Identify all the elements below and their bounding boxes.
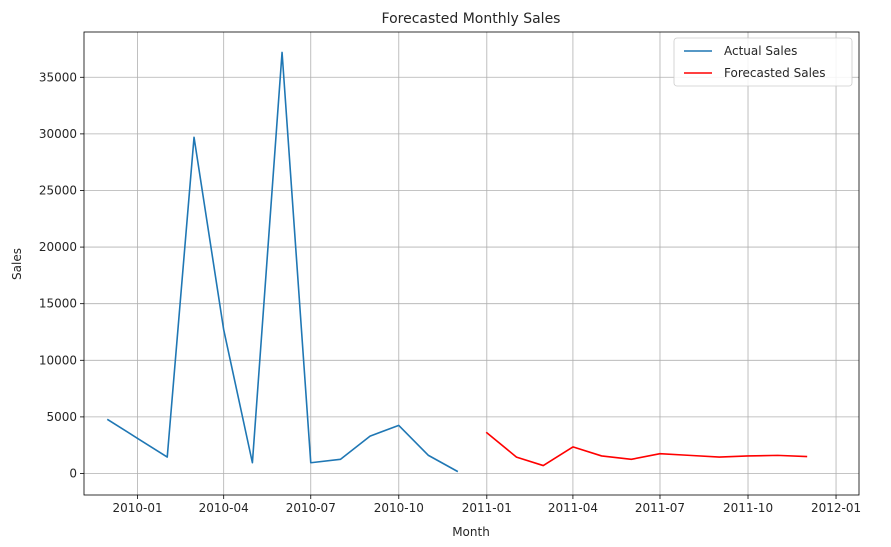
chart-title: Forecasted Monthly Sales [382, 11, 561, 27]
y-tick-label: 35000 [39, 70, 77, 84]
legend-box [673, 37, 853, 87]
y-tick-label: 5000 [46, 410, 77, 424]
x-tick-label: 2011-01 [462, 501, 512, 515]
y-tick-label: 20000 [39, 240, 77, 254]
x-tick-label: 2010-01 [113, 501, 163, 515]
series-line-actual-sales [106, 51, 459, 473]
legend-label-forecasted-sales: Forecasted Sales [724, 66, 826, 80]
x-tick-label: 2011-10 [723, 501, 773, 515]
grid-lines [84, 32, 859, 495]
plot-frame [83, 31, 860, 496]
y-tick-label: 25000 [39, 183, 77, 197]
legend-label-actual-sales: Actual Sales [724, 44, 797, 58]
series-line-forecasted-sales [485, 431, 808, 467]
y-tick-label: 15000 [39, 297, 77, 311]
x-tick-label: 2010-04 [199, 501, 249, 515]
y-axis-title: Sales [10, 248, 24, 280]
x-tick-label: 2011-04 [548, 501, 598, 515]
x-tick-label: 2011-07 [635, 501, 685, 515]
y-tick-label: 0 [69, 466, 77, 480]
y-tick-label: 10000 [39, 353, 77, 367]
x-tick-label: 2012-01 [811, 501, 861, 515]
x-tick-label: 2010-07 [286, 501, 336, 515]
x-tick-label: 2010-10 [374, 501, 424, 515]
y-tick-label: 30000 [39, 127, 77, 141]
x-axis-title: Month [452, 525, 490, 539]
